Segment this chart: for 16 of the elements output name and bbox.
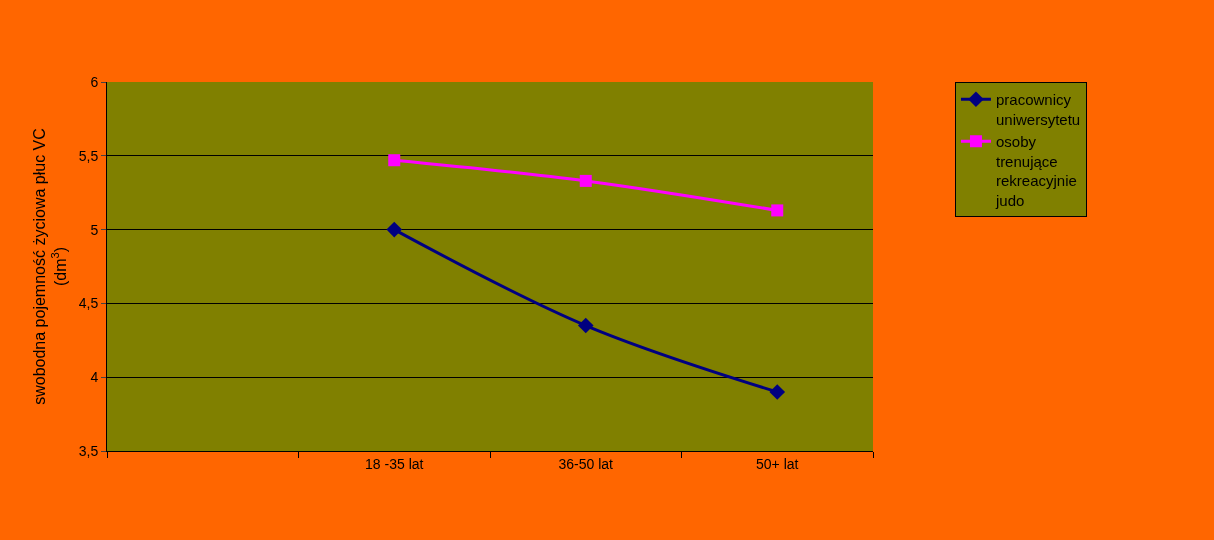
y-tick-label: 4,5 — [78, 295, 99, 312]
point — [769, 384, 786, 400]
y-tick-label: 6 — [90, 73, 99, 90]
y-tick-label: 5,5 — [78, 147, 99, 164]
legend-label: osoby trenujące rekreacyjnie judo — [994, 133, 1077, 209]
point — [771, 204, 784, 217]
x-tick-label: 36-50 lat — [558, 455, 614, 472]
y-tick-label: 4 — [90, 369, 99, 386]
x-tick-label: 50+ lat — [756, 455, 799, 472]
point — [579, 174, 592, 187]
point — [386, 221, 403, 238]
y-tick-label: 3,5 — [78, 442, 99, 459]
y-tick-label: 5 — [90, 221, 99, 238]
x-tick-label: 18 -35 lat — [365, 455, 424, 472]
point — [577, 317, 594, 334]
point — [388, 154, 401, 167]
